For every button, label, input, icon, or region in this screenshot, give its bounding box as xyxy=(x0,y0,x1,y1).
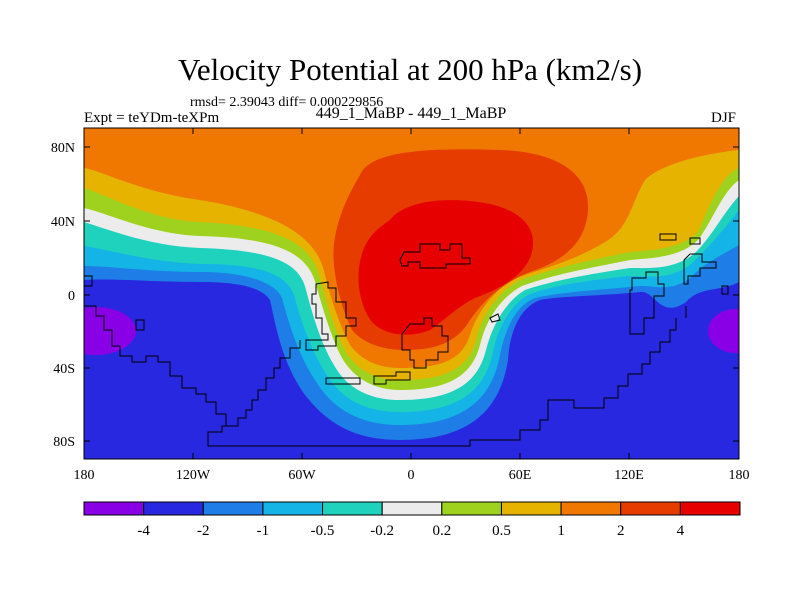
colorbar-swatch xyxy=(560,501,622,516)
coast-patagonia xyxy=(325,377,361,385)
y-tick-label: 80S xyxy=(53,435,75,450)
coast-antarctica xyxy=(207,318,677,447)
band-deep-purple-east xyxy=(708,309,739,353)
stats-label: rmsd= 2.39043 diff= 0.000229856 xyxy=(190,95,384,110)
x-tick-label: 120W xyxy=(176,468,211,483)
colorbar-swatch xyxy=(143,501,204,516)
coast-australia xyxy=(629,271,665,335)
colorbar-label: 2 xyxy=(617,523,625,539)
y-tick-label: 40N xyxy=(51,215,75,230)
x-tick-label: 0 xyxy=(408,468,415,483)
y-tick-label: 80N xyxy=(51,141,75,156)
colorbar-swatch xyxy=(381,501,443,516)
colorbar-label: -2 xyxy=(197,523,210,539)
colorbar-label: 4 xyxy=(677,523,685,539)
coastlines xyxy=(84,233,729,447)
chart-title: Velocity Potential at 200 hPa (km2/s) xyxy=(177,52,643,87)
runs-label: 449_1_MaBP - 449_1_MaBP xyxy=(315,105,507,122)
colorbar-label: 0.5 xyxy=(492,523,511,539)
coast-east-pacific xyxy=(685,285,729,318)
coast-southern-africa xyxy=(401,317,449,369)
colorbar-label: -1 xyxy=(257,523,270,539)
colorbar-swatch xyxy=(262,501,324,516)
colorbar-swatch xyxy=(83,501,145,516)
coast-new-guinea xyxy=(659,233,701,245)
colorbar-swatch xyxy=(679,501,741,516)
x-tick-label: 120E xyxy=(614,468,644,483)
coast-pacific-west xyxy=(84,275,227,426)
coast-south-america xyxy=(305,281,357,351)
colorbar-label: -0.5 xyxy=(311,523,335,539)
coast-africa xyxy=(399,243,471,269)
colorbar-swatch xyxy=(322,501,383,516)
colorbar-label: 0.2 xyxy=(432,523,451,539)
y-tick-label: 40S xyxy=(53,362,75,377)
coast-south-atlantic xyxy=(373,371,411,385)
band-deep-purple-west xyxy=(84,307,136,355)
x-tick-label: 180 xyxy=(729,468,750,483)
coast-maritime-continent xyxy=(683,253,717,285)
experiment-label: Expt = teYDm-teXPm xyxy=(84,110,220,126)
y-tick-marks xyxy=(84,146,739,442)
colorbar-label: 1 xyxy=(557,523,565,539)
coast-east-africa-islands xyxy=(489,313,501,323)
x-tick-label: 60W xyxy=(288,468,316,483)
x-tick-label: 60E xyxy=(509,468,532,483)
colorbar-label: -0.2 xyxy=(370,523,394,539)
x-tick-label: 180 xyxy=(74,468,95,483)
colorbar-swatch xyxy=(441,501,502,516)
colorbar-swatch xyxy=(202,501,264,516)
contour-field xyxy=(84,128,739,459)
x-tick-marks xyxy=(83,128,740,459)
colorbar: -4 -2 -1 -0.5 -0.2 0.2 0.5 1 2 4 xyxy=(83,501,741,539)
season-label: DJF xyxy=(711,110,737,126)
colorbar-swatch xyxy=(500,501,562,516)
colorbar-label: -4 xyxy=(137,523,150,539)
colorbar-swatch xyxy=(620,501,681,516)
y-tick-label: 0 xyxy=(68,289,75,304)
